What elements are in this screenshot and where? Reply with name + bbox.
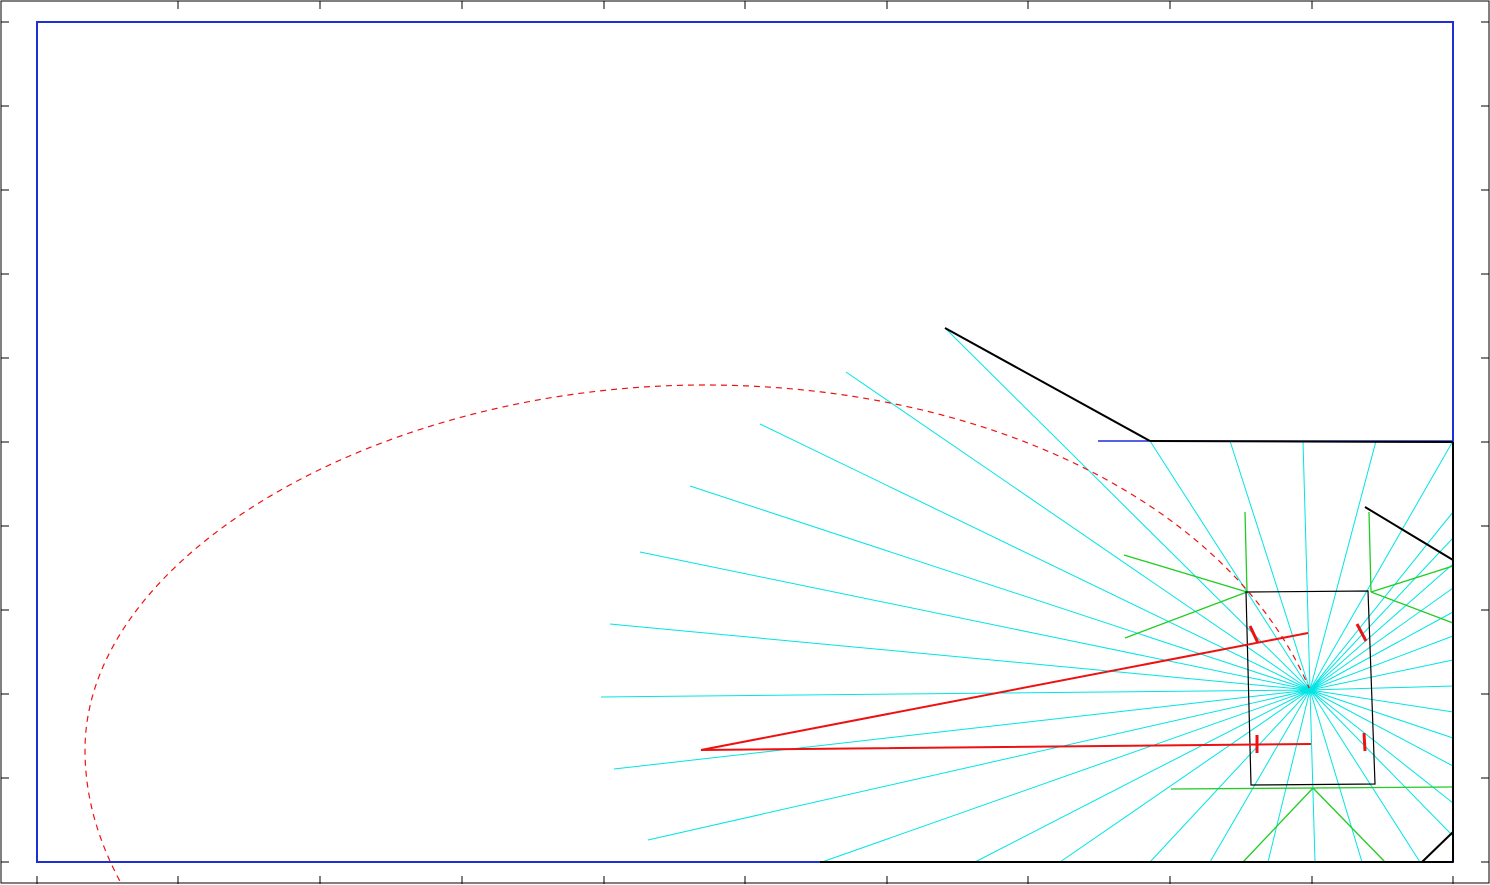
- sensor-ray: [845, 371, 1311, 691]
- sensor-ray: [1309, 689, 1454, 837]
- sensor-ray: [613, 689, 1311, 770]
- sensor-ray: [821, 689, 1311, 863]
- wheel: [1362, 732, 1367, 752]
- sensor-ray: [759, 423, 1311, 691]
- wheel: [1355, 623, 1368, 642]
- obstacle-wall: [1149, 440, 1454, 443]
- obstacle-wall: [1421, 831, 1454, 863]
- planned-path: [700, 632, 1312, 751]
- sensor-ray: [974, 689, 1311, 863]
- green-ray: [1244, 511, 1248, 593]
- obstacle-wall: [1364, 506, 1454, 561]
- sensor-ray: [689, 485, 1311, 691]
- sensor-ray: [1309, 689, 1454, 739]
- sensor-ray: [944, 327, 1311, 691]
- wheel: [1248, 625, 1260, 644]
- obstacle-wall: [944, 327, 1151, 442]
- sensor-ray: [1149, 440, 1311, 691]
- range-ellipse: [84, 384, 1311, 885]
- sensor-ray: [647, 689, 1311, 841]
- sensor-ray: [1059, 689, 1311, 863]
- sensor-ray: [1309, 689, 1421, 863]
- sensor-ray: [1309, 440, 1454, 691]
- green-ray: [1370, 565, 1454, 593]
- green-ray: [1124, 591, 1248, 639]
- green-ray: [1370, 591, 1454, 624]
- sensor-ray: [1309, 587, 1454, 691]
- sensor-ray: [1309, 685, 1454, 691]
- sensor-ray: [639, 551, 1311, 691]
- sensor-ray: [1309, 689, 1316, 863]
- green-ray: [1312, 787, 1386, 863]
- green-rays: [1123, 511, 1454, 863]
- green-ray: [1242, 787, 1314, 863]
- green-ray: [1368, 511, 1372, 593]
- robot-body: [1245, 590, 1376, 786]
- sensor-ray: [1209, 689, 1311, 863]
- sensor-ray: [1229, 440, 1311, 691]
- sensor-ray: [609, 623, 1311, 691]
- sensor-ray: [1309, 563, 1454, 691]
- sensor-ray: [1309, 440, 1377, 691]
- sensor-ray: [1309, 537, 1454, 691]
- green-ray: [1170, 786, 1454, 790]
- green-ray: [1123, 554, 1248, 593]
- sensor-ray: [1309, 689, 1454, 713]
- sensor-ray: [1302, 440, 1311, 691]
- sensor-ray: [1309, 611, 1454, 691]
- sensor-ray: [1309, 689, 1363, 863]
- sensor-ray: [1267, 689, 1311, 863]
- sensor-ray: [1309, 689, 1454, 767]
- sensor-ray: [1309, 659, 1454, 691]
- sensor-ray: [1309, 689, 1454, 804]
- sensor-ray: [1149, 689, 1311, 863]
- sensor-rays: [600, 327, 1454, 863]
- obstacle-walls: [820, 327, 1454, 863]
- sensor-origin: [1308, 688, 1312, 692]
- sensor-ray: [1309, 635, 1454, 691]
- sensor-ray: [600, 689, 1311, 698]
- sensor-ray: [1309, 511, 1454, 691]
